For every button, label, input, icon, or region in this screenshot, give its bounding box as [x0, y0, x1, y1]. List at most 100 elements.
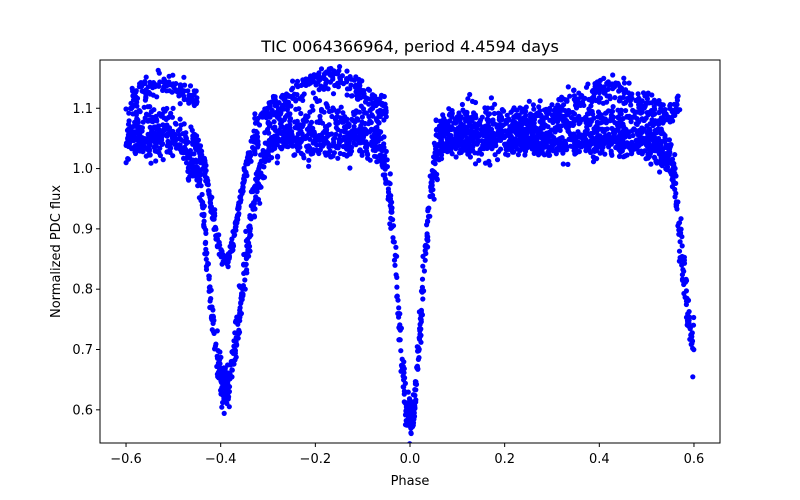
data-point	[280, 124, 286, 130]
x-tick-label: 0.0	[400, 452, 421, 467]
data-point	[669, 184, 676, 190]
data-point	[185, 88, 191, 94]
data-point	[482, 160, 489, 166]
data-point	[323, 152, 329, 158]
data-point	[348, 93, 355, 99]
data-point	[679, 276, 686, 282]
data-point	[333, 125, 339, 131]
data-point	[158, 133, 164, 139]
data-point	[681, 254, 688, 260]
data-point	[588, 140, 594, 146]
data-point	[667, 105, 673, 112]
data-point	[353, 142, 359, 148]
data-point	[132, 149, 138, 155]
data-point	[203, 256, 209, 262]
data-point	[160, 87, 166, 93]
data-point	[554, 111, 560, 117]
data-point	[596, 95, 602, 101]
data-point	[376, 112, 382, 118]
data-point	[616, 153, 623, 159]
data-point	[239, 296, 245, 303]
data-point	[434, 151, 440, 157]
data-point	[517, 147, 524, 153]
data-point	[182, 82, 188, 88]
data-point	[636, 105, 642, 111]
data-point	[306, 163, 312, 169]
data-point	[488, 95, 494, 101]
data-point	[272, 97, 278, 103]
data-point	[657, 169, 663, 175]
data-point	[472, 121, 478, 127]
data-point	[629, 95, 635, 101]
data-point	[173, 81, 179, 87]
data-point	[258, 170, 264, 176]
data-point	[242, 277, 248, 283]
data-point	[651, 121, 658, 127]
data-point	[394, 294, 400, 300]
data-point	[396, 305, 402, 311]
data-point	[316, 133, 322, 139]
data-point	[438, 128, 444, 134]
data-point	[506, 117, 512, 123]
data-point	[594, 129, 600, 135]
data-point	[241, 179, 247, 185]
data-point	[557, 140, 563, 146]
data-point	[660, 102, 666, 108]
data-point	[576, 90, 582, 96]
data-point	[285, 144, 291, 150]
data-point	[371, 131, 378, 137]
data-point	[620, 94, 626, 100]
data-point	[187, 169, 193, 175]
data-point	[536, 104, 542, 110]
data-point	[545, 124, 551, 130]
data-point	[150, 138, 156, 144]
data-point	[290, 143, 296, 149]
data-point	[236, 329, 243, 335]
data-point	[428, 188, 434, 194]
data-point	[287, 116, 294, 122]
data-point	[643, 135, 650, 142]
data-point	[181, 74, 187, 80]
data-point	[573, 143, 580, 149]
data-point	[187, 83, 194, 89]
data-point	[307, 136, 313, 142]
data-point	[430, 174, 436, 180]
data-point	[446, 106, 452, 112]
data-point	[359, 114, 365, 120]
data-point	[280, 106, 287, 112]
data-point	[429, 168, 435, 174]
data-point	[679, 243, 685, 249]
data-point	[424, 233, 430, 239]
data-point	[388, 215, 394, 221]
data-point	[503, 143, 509, 149]
data-point	[565, 161, 571, 167]
data-point	[170, 153, 176, 159]
data-point	[686, 321, 692, 327]
x-tick-label: 0.4	[589, 452, 610, 467]
data-point	[133, 89, 139, 95]
data-point	[667, 144, 673, 150]
data-point	[374, 124, 380, 130]
data-point	[235, 335, 241, 341]
data-point	[311, 72, 317, 78]
data-point	[212, 213, 218, 219]
data-point	[371, 153, 378, 159]
data-point	[448, 133, 454, 139]
data-point	[281, 96, 287, 102]
data-point	[590, 159, 597, 165]
data-point	[543, 142, 549, 148]
data-point	[560, 96, 566, 102]
data-point	[397, 324, 403, 330]
data-point	[666, 137, 673, 143]
data-point	[621, 90, 627, 96]
data-point	[254, 189, 260, 195]
data-point	[433, 127, 439, 133]
data-point	[425, 213, 432, 220]
data-point	[618, 142, 624, 148]
data-point	[514, 131, 520, 137]
data-point	[345, 130, 351, 136]
data-point	[456, 135, 462, 141]
data-point	[412, 379, 418, 385]
data-point	[138, 80, 144, 86]
